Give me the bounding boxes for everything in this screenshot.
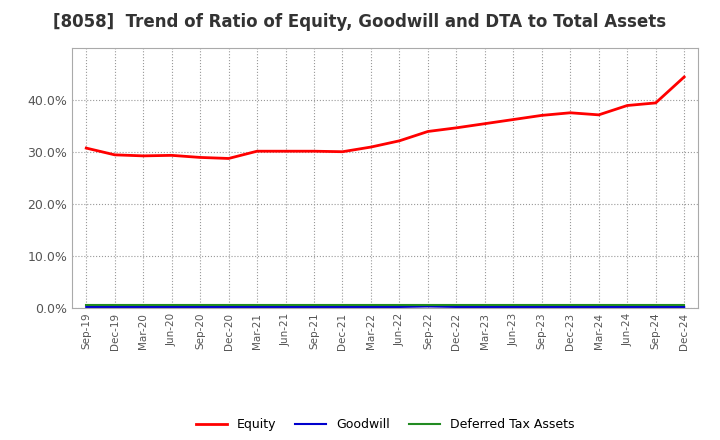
Goodwill bbox=[139, 304, 148, 310]
Goodwill bbox=[623, 304, 631, 310]
Deferred Tax Assets bbox=[225, 303, 233, 308]
Deferred Tax Assets bbox=[680, 303, 688, 308]
Equity bbox=[282, 149, 290, 154]
Goodwill bbox=[282, 304, 290, 310]
Deferred Tax Assets bbox=[282, 303, 290, 308]
Goodwill bbox=[395, 304, 404, 310]
Equity bbox=[366, 144, 375, 150]
Equity bbox=[310, 149, 318, 154]
Equity bbox=[623, 103, 631, 108]
Deferred Tax Assets bbox=[595, 303, 603, 308]
Equity bbox=[338, 149, 347, 154]
Goodwill bbox=[509, 304, 518, 310]
Equity bbox=[395, 138, 404, 143]
Deferred Tax Assets bbox=[452, 303, 461, 308]
Line: Equity: Equity bbox=[86, 77, 684, 158]
Goodwill bbox=[680, 304, 688, 310]
Deferred Tax Assets bbox=[395, 303, 404, 308]
Equity bbox=[167, 153, 176, 158]
Equity bbox=[196, 155, 204, 160]
Deferred Tax Assets bbox=[139, 303, 148, 308]
Equity bbox=[566, 110, 575, 115]
Goodwill bbox=[82, 304, 91, 310]
Equity bbox=[110, 152, 119, 158]
Deferred Tax Assets bbox=[82, 303, 91, 308]
Goodwill bbox=[423, 304, 432, 309]
Deferred Tax Assets bbox=[423, 303, 432, 308]
Equity bbox=[139, 153, 148, 158]
Goodwill bbox=[595, 304, 603, 310]
Equity bbox=[480, 121, 489, 126]
Goodwill bbox=[652, 304, 660, 310]
Goodwill bbox=[338, 304, 347, 310]
Goodwill bbox=[537, 304, 546, 310]
Legend: Equity, Goodwill, Deferred Tax Assets: Equity, Goodwill, Deferred Tax Assets bbox=[191, 413, 580, 436]
Deferred Tax Assets bbox=[537, 303, 546, 308]
Equity bbox=[595, 112, 603, 117]
Equity bbox=[253, 149, 261, 154]
Deferred Tax Assets bbox=[366, 303, 375, 308]
Deferred Tax Assets bbox=[167, 303, 176, 308]
Goodwill bbox=[253, 304, 261, 310]
Goodwill bbox=[225, 304, 233, 310]
Equity bbox=[225, 156, 233, 161]
Equity bbox=[537, 113, 546, 118]
Deferred Tax Assets bbox=[480, 303, 489, 308]
Text: [8058]  Trend of Ratio of Equity, Goodwill and DTA to Total Assets: [8058] Trend of Ratio of Equity, Goodwil… bbox=[53, 13, 667, 31]
Equity bbox=[680, 74, 688, 80]
Equity bbox=[423, 129, 432, 134]
Goodwill bbox=[167, 304, 176, 310]
Goodwill bbox=[452, 304, 461, 310]
Deferred Tax Assets bbox=[566, 303, 575, 308]
Deferred Tax Assets bbox=[338, 303, 347, 308]
Deferred Tax Assets bbox=[253, 303, 261, 308]
Deferred Tax Assets bbox=[110, 303, 119, 308]
Goodwill bbox=[310, 304, 318, 310]
Equity bbox=[652, 100, 660, 106]
Deferred Tax Assets bbox=[652, 303, 660, 308]
Equity bbox=[509, 117, 518, 122]
Equity bbox=[452, 125, 461, 131]
Deferred Tax Assets bbox=[196, 303, 204, 308]
Deferred Tax Assets bbox=[509, 303, 518, 308]
Goodwill bbox=[480, 304, 489, 310]
Equity bbox=[82, 146, 91, 151]
Line: Goodwill: Goodwill bbox=[86, 306, 684, 307]
Goodwill bbox=[566, 304, 575, 310]
Goodwill bbox=[366, 304, 375, 310]
Deferred Tax Assets bbox=[623, 303, 631, 308]
Deferred Tax Assets bbox=[310, 303, 318, 308]
Goodwill bbox=[110, 304, 119, 310]
Goodwill bbox=[196, 304, 204, 310]
